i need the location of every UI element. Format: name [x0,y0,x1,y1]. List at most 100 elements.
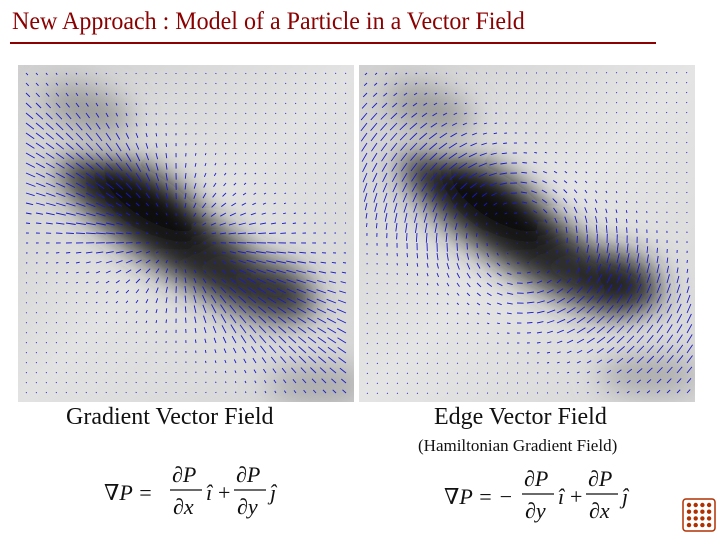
vector-arrow [238,222,247,226]
vector-arrow [406,272,409,276]
formula-den2: ∂x [589,498,610,523]
vector-arrow [312,389,317,394]
vector-arrow [35,82,39,87]
vector-arrow [373,192,378,203]
vector-arrow [45,391,48,394]
vector-arrow [165,259,168,264]
vector-arrow [202,286,207,294]
logo-dot [700,516,705,521]
vector-arrow [454,222,458,230]
vector-arrow [203,327,207,334]
vector-arrow [414,82,418,85]
vector-arrow [238,260,247,264]
vector-arrow [536,290,544,294]
vector-arrow [328,280,337,284]
vector-arrow [626,294,633,304]
vector-arrow [363,82,368,87]
vector-arrow [55,142,65,150]
vector-arrow [213,182,217,187]
vector-arrow [105,280,110,284]
vector-arrow [430,172,438,181]
vector-arrow [256,260,267,264]
vector-arrow [95,391,97,394]
vector-arrow [500,192,508,195]
vector-arrow [344,92,347,95]
vector-arrow [595,122,598,124]
vector-arrow [576,257,580,264]
vector-arrow [636,335,644,344]
vector-arrow [424,92,428,95]
vector-arrow [416,352,419,355]
vector-arrow [531,190,538,194]
vector-arrow [252,202,257,206]
vector-arrow [219,295,227,304]
vector-arrow [396,372,399,375]
vector-arrow [635,72,638,74]
vector-arrow [372,182,378,193]
vector-arrow [280,356,287,364]
vector-arrow [105,232,116,235]
vector-arrow [400,142,408,151]
vector-arrow [246,259,257,264]
vector-arrow [294,122,297,125]
vector-arrow [626,263,631,274]
vector-arrow [436,282,439,286]
vector-arrow [426,282,429,286]
vector-arrow [45,162,55,169]
vector-arrow [299,251,307,254]
vector-arrow [392,192,398,203]
vector-arrow [204,338,207,344]
vector-arrow [165,251,168,254]
vector-arrow [586,326,596,334]
vector-arrow [222,270,227,274]
vector-arrow [284,162,287,164]
vector-arrow [242,192,247,196]
vector-arrow [145,232,149,234]
vector-arrow [324,142,327,144]
vector-arrow [25,342,28,344]
vector-arrow [442,112,448,116]
vector-arrow [615,92,618,94]
vector-arrow [666,121,668,124]
vector-arrow [286,269,297,274]
vector-arrow [676,313,683,324]
vector-arrow [293,390,297,394]
vector-arrow [585,112,588,114]
vector-arrow [656,264,660,274]
vector-arrow [281,222,287,225]
vector-arrow [135,278,141,284]
vector-arrow [25,352,28,354]
vector-arrow [442,202,448,211]
vector-arrow [595,151,598,154]
vector-arrow [338,357,347,364]
vector-arrow [329,367,337,374]
vector-arrow [184,192,187,200]
vector-arrow [686,389,691,394]
vector-arrow [85,261,91,264]
vector-arrow [65,132,74,141]
vector-arrow [55,132,64,140]
vector-arrow [334,132,337,134]
vector-arrow [445,82,448,85]
vector-arrow [230,324,237,334]
vector-arrow [556,351,561,354]
vector-arrow [376,322,378,325]
vector-arrow [566,350,572,354]
vector-arrow [526,271,531,274]
vector-arrow [466,272,471,279]
vector-arrow [125,212,131,216]
vector-arrow [656,121,658,124]
vector-arrow [485,222,488,226]
vector-arrow [541,199,548,204]
vector-arrow [436,322,439,325]
vector-arrow [155,192,160,199]
vector-arrow [566,287,574,294]
vector-arrow [224,152,227,155]
vector-arrow [675,81,678,84]
vector-arrow [336,308,347,314]
vector-arrow [656,366,663,374]
vector-arrow [75,132,84,141]
vector-arrow [45,202,56,207]
vector-arrow [522,162,528,164]
vector-arrow [376,372,379,375]
